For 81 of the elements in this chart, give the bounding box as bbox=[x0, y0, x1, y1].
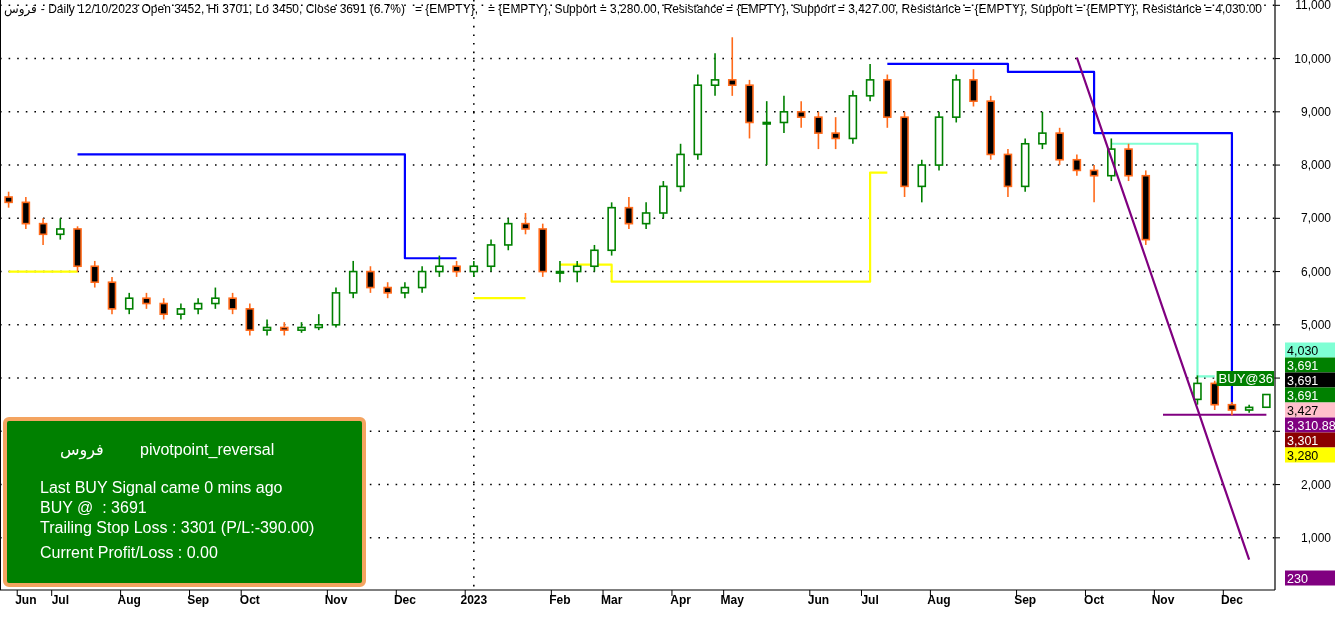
y-tick-label: 7,000 bbox=[1300, 211, 1332, 226]
x-tick-label: Jun bbox=[15, 593, 37, 607]
text: 3,691 bbox=[1287, 358, 1319, 373]
x-tick-label: Sep bbox=[1014, 593, 1037, 607]
candlestick bbox=[21, 196, 31, 230]
candlestick bbox=[831, 116, 840, 150]
annotation: فروس bbox=[60, 441, 104, 460]
x-tick-label: Apr bbox=[670, 593, 692, 607]
candlestick bbox=[348, 260, 358, 299]
x-tick-label: Oct bbox=[1084, 593, 1105, 607]
chart-subtitle: - Daily 12/10/2023 Open 3452, Hi 3701, Lo 3450, Close 3691 (6.7%) = {EMPTY}, = {EMPTY}, Support = 3,280.00, Resistance = {EMPTY}, Support = 3,427.00, Resistance = {EMPTY}, Support = {EMPTY}, Resistance = 4,030.00 bbox=[40, 2, 1263, 16]
x-tick-label: Nov bbox=[324, 593, 348, 607]
x-tick-label: Jul bbox=[861, 593, 879, 607]
candlestick bbox=[417, 265, 427, 294]
x-tick-label: Oct bbox=[239, 593, 260, 607]
x-tick-label: Aug bbox=[927, 593, 951, 607]
text: 3,691 bbox=[1287, 388, 1319, 403]
y-tick-label: 6,000 bbox=[1300, 264, 1332, 279]
candlestick bbox=[435, 254, 444, 278]
candlestick bbox=[211, 286, 220, 310]
candlestick bbox=[624, 196, 634, 230]
candlestick bbox=[56, 217, 65, 241]
candlestick bbox=[762, 100, 772, 166]
annotation: BUY@36 bbox=[1218, 371, 1273, 386]
text: 4,030 bbox=[1287, 343, 1319, 358]
annotation: Last BUY Signal came 0 mins ago bbox=[40, 479, 283, 496]
x-tick-label: Aug bbox=[117, 593, 141, 607]
x-tick-label: Mar bbox=[600, 593, 623, 607]
candlestick bbox=[865, 63, 875, 102]
x-tick-label: Jun bbox=[807, 593, 830, 607]
annotation: Trailing Stop Loss : 3301 (P/L:-390.00) bbox=[40, 519, 315, 536]
annotation: pivotpoint_reversal bbox=[140, 441, 275, 459]
candlestick bbox=[262, 318, 272, 337]
candlestick bbox=[572, 260, 582, 284]
candlestick bbox=[1072, 153, 1082, 177]
candlestick bbox=[779, 95, 789, 134]
candlestick bbox=[159, 297, 168, 321]
x-tick-label: 2023 bbox=[460, 593, 488, 607]
candlestick bbox=[124, 292, 134, 315]
y-tick-label: 5,000 bbox=[1300, 317, 1332, 332]
text: 230 bbox=[1287, 571, 1308, 586]
text: 3,280 bbox=[1287, 448, 1319, 463]
y-tick-label: 8,000 bbox=[1300, 158, 1332, 173]
candlestick bbox=[727, 36, 737, 97]
candlestick bbox=[245, 302, 255, 337]
candlestick bbox=[1193, 374, 1202, 406]
candlestick bbox=[314, 313, 324, 331]
text: 3,301 bbox=[1287, 433, 1319, 448]
candlestick bbox=[503, 217, 513, 252]
candlestick bbox=[796, 100, 806, 129]
candlestick bbox=[710, 52, 720, 97]
annotation: Current Profit/Loss : 0.00 bbox=[40, 544, 218, 561]
y-tick-label: 2,000 bbox=[1300, 477, 1332, 492]
candlestick bbox=[555, 260, 565, 284]
candlestick bbox=[1210, 379, 1219, 411]
candlestick bbox=[641, 201, 651, 230]
annotation: BUY @ : 3691 bbox=[40, 499, 147, 516]
x-tick-label: Jul bbox=[51, 593, 69, 607]
x-tick-label: May bbox=[720, 593, 745, 607]
y-tick-label: 10,000 bbox=[1294, 51, 1332, 66]
candlestick bbox=[90, 260, 100, 289]
candlestick bbox=[590, 244, 599, 273]
y-tick-label: 11,000 bbox=[1295, 0, 1332, 13]
candlestick bbox=[969, 68, 978, 108]
x-tick-label: Feb bbox=[549, 593, 571, 607]
candlestick bbox=[521, 212, 530, 236]
chart-title: فروس bbox=[4, 2, 37, 17]
x-tick-label: Dec bbox=[393, 593, 417, 607]
x-tick-label: Dec bbox=[1220, 593, 1244, 607]
candlestick bbox=[1038, 111, 1047, 150]
x-tick-label: Sep bbox=[187, 593, 210, 607]
text: 3,691 bbox=[1287, 373, 1319, 388]
candlestick bbox=[917, 158, 927, 204]
text: 3,310.88 bbox=[1287, 418, 1336, 433]
text: 3,427 bbox=[1287, 403, 1319, 418]
x-tick-label: Nov bbox=[1151, 593, 1175, 607]
y-tick-label: 9,000 bbox=[1300, 104, 1332, 119]
candlestick bbox=[486, 238, 496, 273]
candlestick bbox=[228, 292, 237, 315]
candlestick bbox=[366, 265, 375, 294]
y-tick-label: 1,000 bbox=[1300, 530, 1332, 545]
